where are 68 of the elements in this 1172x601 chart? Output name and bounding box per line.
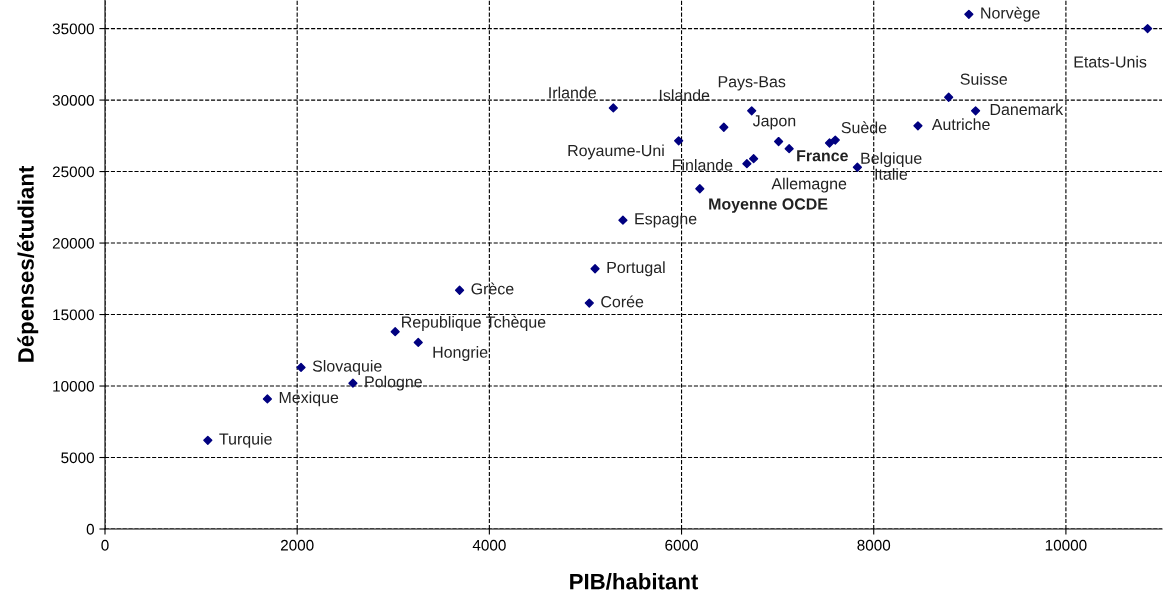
point [390,327,400,337]
x-axis-title: PIB/habitant [570,573,699,590]
point [454,285,465,295]
y-tick-label: 20000 [52,237,94,249]
point [590,264,600,274]
point [608,103,618,113]
y-tick-label: 0 [86,523,94,535]
annotation: Allemagne [771,177,847,193]
point [1142,23,1153,34]
point [618,215,628,225]
x-tick-label: 6000 [665,539,698,551]
point [203,435,213,445]
annotation: Pologne [365,375,422,391]
annotation: Suède [841,121,887,134]
annotation: Autriche [931,118,990,131]
y-tick-label: 25000 [52,166,94,178]
point [348,378,358,388]
point [262,394,273,404]
point [695,184,705,194]
annotation: Mexique [279,391,339,407]
point [742,159,752,169]
annotation: Suisse [960,73,1008,85]
annotation: Norvège [981,6,1040,22]
annotation: Turquie [219,432,272,448]
annotation: Portugal [607,261,665,277]
point [830,135,840,145]
point [584,298,594,308]
annotation: France [797,150,848,162]
point [719,122,729,132]
annotation: Royaume-Uni [568,144,664,160]
annotation: Slovaquie [312,360,382,375]
y-tick-label: 10000 [53,380,94,392]
y-axis-title: Dépenses/étudiant [17,165,39,362]
annotation: Etats-Unis [1074,55,1147,68]
annotation: Finlande [673,159,733,171]
point [747,106,757,116]
annotation: Republique Tchèque [402,315,546,331]
x-tick-label: 10000 [1045,539,1087,551]
point [964,9,974,19]
annotation: Pays-Bas [718,76,786,91]
point [296,362,306,373]
annotation: Espagne [635,213,697,228]
point [824,138,835,148]
point [748,154,759,164]
x-tick-label: 4000 [472,539,506,551]
point [970,106,981,116]
y-tick-label: 30000 [52,94,94,106]
point [944,92,954,102]
y-tick-label: 5000 [61,452,94,464]
annotation: Belgique [861,152,922,168]
annotation: Grèce [471,282,514,295]
annotation: Hongrie [433,346,488,361]
x-tick-label: 0 [101,539,109,551]
point [773,136,784,147]
annotation: Corée [601,295,644,308]
annotation: Danemark [990,103,1064,116]
annotation: Irlande [549,86,596,99]
x-tick-label: 2000 [280,539,314,551]
annotation: Islande [659,89,710,101]
x-tick-label: 8000 [857,539,891,551]
point [413,337,423,348]
y-tick-label: 15000 [53,309,94,321]
annotation: Moyenne OCDE [709,198,828,213]
y-tick-label: 35000 [52,23,94,35]
point [784,144,794,154]
point [674,136,684,146]
point [913,121,923,131]
annotation: Japon [752,115,796,130]
